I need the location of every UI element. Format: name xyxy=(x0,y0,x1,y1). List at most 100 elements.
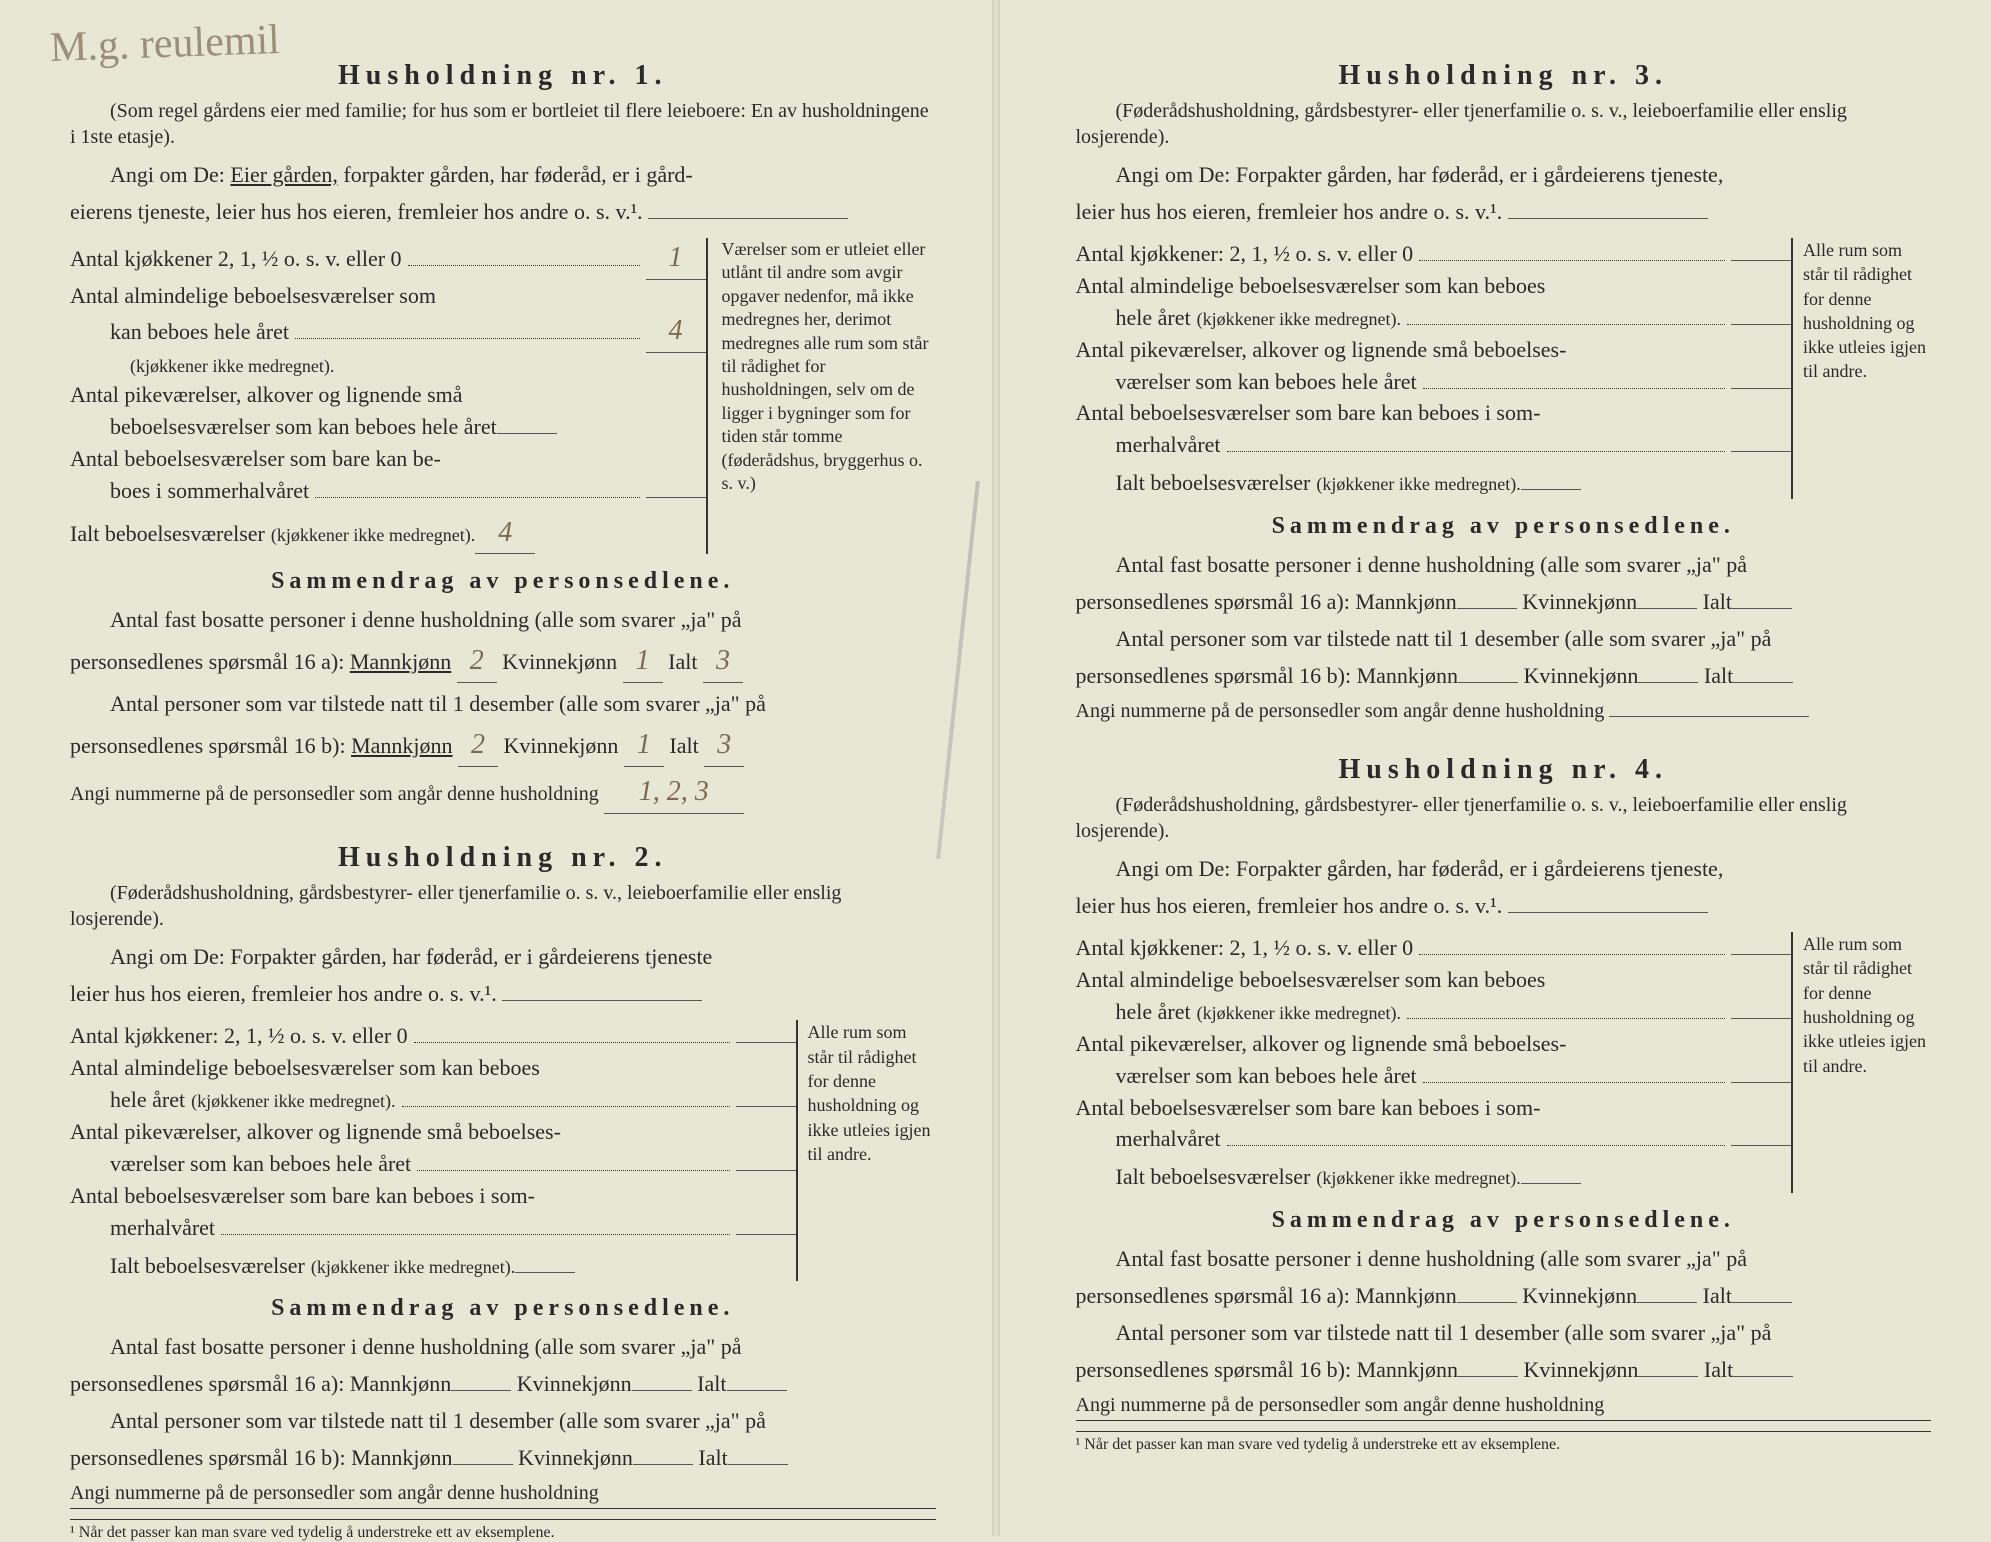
h1-ialt-value: 4 xyxy=(475,513,535,555)
h1-sommer-label2: boes i sommerhalvåret xyxy=(70,475,309,507)
h2-alm-label: Antal almindelige beboelsesværelser som … xyxy=(70,1052,540,1084)
h4-16b-i-val xyxy=(1733,1376,1793,1377)
h2-title: Husholdning nr. 2. xyxy=(70,842,936,874)
h3-kjokkener-value xyxy=(1731,260,1791,261)
h4-ialt-value xyxy=(1521,1183,1581,1184)
h1-almindelige-value: 4 xyxy=(646,311,706,353)
dots xyxy=(1227,451,1725,452)
h1-16b-prefix: personsedlenes spørsmål 16 b): xyxy=(70,733,346,758)
h2-rooms-block: Antal kjøkkener: 2, 1, ½ o. s. v. eller … xyxy=(70,1020,936,1281)
dots xyxy=(417,1170,729,1171)
h2-pike-label: Antal pikeværelser, alkover og lignende … xyxy=(70,1116,561,1148)
h2-16a-m-label: Mannkjønn xyxy=(350,1371,451,1396)
h1-16a-line1: Antal fast bosatte personer i denne hush… xyxy=(70,603,936,636)
h2-16b-m-label: Mannkjønn xyxy=(351,1445,452,1470)
h4-sommer-label: Antal beboelsesværelser som bare kan beb… xyxy=(1076,1092,1541,1124)
h4-16b-k-label: Kvinnekjønn xyxy=(1524,1357,1639,1382)
h3-16b-i-val xyxy=(1733,682,1793,683)
h1-almindelige-line1: Antal almindelige beboelsesværelser som xyxy=(70,280,706,312)
h4-16a-m-label: Mannkjønn xyxy=(1355,1283,1456,1308)
h1-16a-m-val: 2 xyxy=(457,640,497,683)
h1-paren: (Som regel gårdens eier med familie; for… xyxy=(70,98,936,150)
h4-heleaar-label: hele året xyxy=(1076,996,1191,1028)
h4-16a-1: Antal fast bosatte personer i denne hush… xyxy=(1076,1242,1932,1275)
h3-16a-m-val xyxy=(1457,608,1517,609)
husholdning-3: Husholdning nr. 3. (Føderådshusholdning,… xyxy=(1076,60,1932,726)
h4-pike-label2: værelser som kan beboes hele året xyxy=(1076,1060,1417,1092)
h3-16b-m-label: Mannkjønn xyxy=(1357,663,1458,688)
h1-sommer-value xyxy=(646,497,706,498)
h1-kanbeboes-label: kan beboes hele året xyxy=(70,316,289,348)
h1-angi-rest: forpakter gården, har føderåd, er i gård… xyxy=(343,162,692,187)
h1-16b-k-label: Kvinnekjønn xyxy=(504,733,619,758)
right-footnote: ¹ Når det passer kan man svare ved tydel… xyxy=(1076,1431,1932,1454)
h4-side-note: Alle rum som står til rådighet for denne… xyxy=(1791,932,1931,1193)
h1-kjokkener-label: Antal kjøkkener 2, 1, ½ o. s. v. eller 0 xyxy=(70,243,402,275)
h4-sammendrag-title: Sammendrag av personsedlene. xyxy=(1076,1207,1932,1234)
h3-16a-k-val xyxy=(1637,608,1697,609)
h4-angi-line2-wrap: leier hus hos eieren, fremleier hos andr… xyxy=(1076,889,1932,922)
h3-sommer-line1: Antal beboelsesværelser som bare kan beb… xyxy=(1076,397,1792,429)
h4-16a-2: personsedlenes spørsmål 16 a): Mannkjønn… xyxy=(1076,1279,1932,1312)
h4-rooms-left: Antal kjøkkener: 2, 1, ½ o. s. v. eller … xyxy=(1076,932,1792,1193)
h3-pike-value xyxy=(1731,388,1791,389)
h4-sommer-line2: merhalvåret xyxy=(1076,1123,1792,1155)
h2-16b-2: personsedlenes spørsmål 16 b): Mannkjønn… xyxy=(70,1441,936,1474)
h4-title: Husholdning nr. 4. xyxy=(1076,754,1932,786)
h2-ialt-note: (kjøkkener ikke medregnet). xyxy=(311,1254,515,1280)
h1-almindelige-line2: kan beboes hele året 4 xyxy=(70,311,706,353)
h3-sommer-line2: merhalvåret xyxy=(1076,429,1792,461)
h1-16b-i-label: Ialt xyxy=(669,733,698,758)
h1-16a-i-label: Ialt xyxy=(668,649,697,674)
h2-ialt-label: Ialt beboelsesværelser xyxy=(70,1250,305,1282)
h1-16b-k-val: 1 xyxy=(624,724,664,767)
h2-16b-i-label: Ialt xyxy=(698,1445,727,1470)
h2-sommer-label: Antal beboelsesværelser som bare kan beb… xyxy=(70,1180,535,1212)
h1-kjokkener-line: Antal kjøkkener 2, 1, ½ o. s. v. eller 0… xyxy=(70,238,706,280)
h3-16b-1: Antal personer som var tilstede natt til… xyxy=(1076,622,1932,655)
h3-nummerne-label: Angi nummerne på de personsedler som ang… xyxy=(1076,700,1605,722)
dots xyxy=(221,1234,729,1235)
h3-alm-label: Antal almindelige beboelsesværelser som … xyxy=(1076,270,1546,302)
dots xyxy=(402,1106,730,1107)
h2-16b-k-val xyxy=(633,1464,693,1465)
dots xyxy=(414,1042,730,1043)
h2-paren: (Føderådshusholdning, gårdsbestyrer- ell… xyxy=(70,880,936,932)
h4-16b-1: Antal personer som var tilstede natt til… xyxy=(1076,1316,1932,1349)
h2-angi-line2-wrap: leier hus hos eieren, fremleier hos andr… xyxy=(70,977,936,1010)
h4-sommer-line1: Antal beboelsesværelser som bare kan beb… xyxy=(1076,1092,1792,1124)
h2-heleaar-label: hele året xyxy=(70,1084,185,1116)
h3-paren: (Føderådshusholdning, gårdsbestyrer- ell… xyxy=(1076,98,1932,150)
h1-eier-garden: Eier gården, xyxy=(230,162,338,187)
h4-nummerne-line: Angi nummerne på de personsedler som ang… xyxy=(1076,1390,1932,1421)
h3-sommer-label: Antal beboelsesværelser som bare kan beb… xyxy=(1076,397,1541,429)
left-footnote: ¹ Når det passer kan man svare ved tydel… xyxy=(70,1519,936,1542)
h4-kjokkener-line: Antal kjøkkener: 2, 1, ½ o. s. v. eller … xyxy=(1076,932,1792,964)
h1-nummerne-line: Angi nummerne på de personsedler som ang… xyxy=(70,771,936,814)
h1-16b-m-label: Mannkjønn xyxy=(351,733,452,758)
h4-rooms-block: Antal kjøkkener: 2, 1, ½ o. s. v. eller … xyxy=(1076,932,1932,1193)
h1-rooms-block: Antal kjøkkener 2, 1, ½ o. s. v. eller 0… xyxy=(70,238,936,554)
dots xyxy=(408,265,640,266)
h2-nummerne-line: Angi nummerne på de personsedler som ang… xyxy=(70,1478,936,1509)
h2-16a-2: personsedlenes spørsmål 16 a): Mannkjønn… xyxy=(70,1367,936,1400)
h4-16b-m-label: Mannkjønn xyxy=(1357,1357,1458,1382)
h2-pike-label2: værelser som kan beboes hele året xyxy=(70,1148,411,1180)
h3-kj-note: (kjøkkener ikke medregnet). xyxy=(1197,306,1401,332)
h1-16a-line2: personsedlenes spørsmål 16 a): Mannkjønn… xyxy=(70,640,936,683)
h4-sommer-value xyxy=(1731,1145,1791,1146)
h1-kj-note-text: (kjøkkener ikke medregnet). xyxy=(70,353,334,379)
h1-16b-line1: Antal personer som var tilstede natt til… xyxy=(70,687,936,720)
h4-16b-prefix: personsedlenes spørsmål 16 b): xyxy=(1076,1357,1352,1382)
h1-angi2-text: eierens tjeneste, leier hus hos eieren, … xyxy=(70,199,643,224)
left-page: Husholdning nr. 1. (Som regel gårdens ei… xyxy=(0,0,996,1536)
h2-16a-m-val xyxy=(451,1390,511,1391)
h2-nummerne-label: Angi nummerne på de personsedler som ang… xyxy=(70,1482,599,1504)
h4-16a-k-val xyxy=(1637,1302,1697,1303)
h3-angi-line2-wrap: leier hus hos eieren, fremleier hos andr… xyxy=(1076,195,1932,228)
h4-16b-k-val xyxy=(1638,1376,1698,1377)
h4-kj-note: (kjøkkener ikke medregnet). xyxy=(1197,1000,1401,1026)
right-page: Husholdning nr. 3. (Føderådshusholdning,… xyxy=(996,0,1991,1536)
h2-16a-1: Antal fast bosatte personer i denne hush… xyxy=(70,1330,936,1363)
h3-ialt-value xyxy=(1521,489,1581,490)
